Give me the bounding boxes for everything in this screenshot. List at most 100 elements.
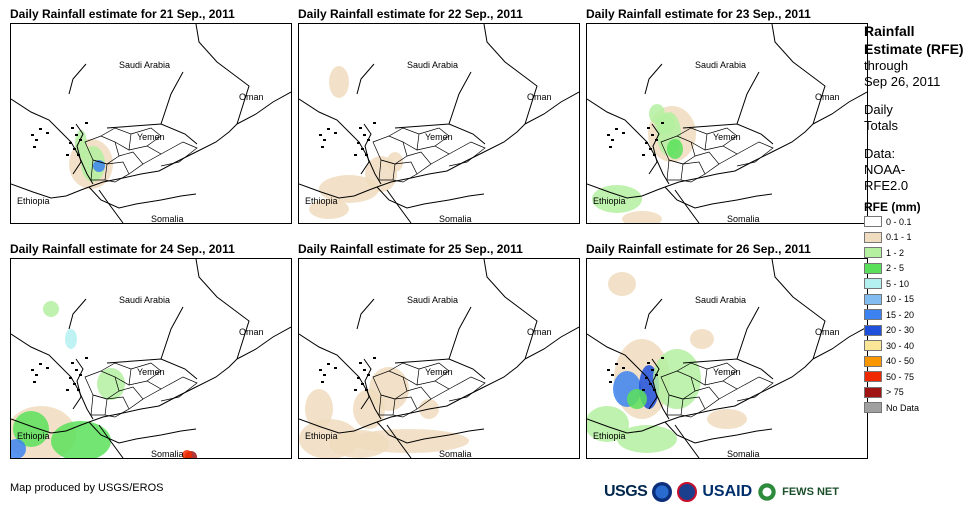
legend-class-row: 5 - 10 bbox=[864, 276, 964, 292]
island bbox=[615, 363, 618, 365]
island bbox=[611, 139, 614, 141]
border-line bbox=[812, 326, 867, 360]
border-line bbox=[682, 358, 774, 380]
island bbox=[79, 139, 82, 141]
border-line bbox=[376, 123, 526, 188]
border-line bbox=[664, 421, 773, 444]
country-label-ethiopia: Ethiopia bbox=[305, 196, 338, 206]
island bbox=[33, 381, 36, 383]
border-line bbox=[356, 298, 375, 330]
district-boundary bbox=[160, 376, 198, 402]
legend-unit: RFE (mm) bbox=[864, 200, 921, 214]
legend-class-label: 5 - 10 bbox=[886, 278, 910, 289]
border-line bbox=[386, 424, 412, 458]
district-boundary bbox=[448, 376, 486, 402]
border-line bbox=[356, 63, 375, 95]
border-line bbox=[674, 424, 700, 458]
border-line bbox=[648, 123, 660, 175]
legend-class-row: 15 - 20 bbox=[864, 307, 964, 323]
border-line bbox=[106, 358, 198, 380]
legend-swatch bbox=[864, 262, 882, 274]
island bbox=[354, 389, 357, 391]
rainfall-area bbox=[649, 104, 665, 124]
panel-title: Daily Rainfall estimate for 26 Sep., 201… bbox=[586, 242, 811, 256]
legend-class-label: 30 - 40 bbox=[886, 340, 915, 351]
island bbox=[71, 362, 74, 364]
legend-class-row: 1 - 2 bbox=[864, 245, 964, 261]
rainfall-area bbox=[182, 450, 192, 458]
country-label-yemen: Yemen bbox=[425, 367, 453, 377]
island bbox=[622, 132, 625, 134]
rainfall-area bbox=[608, 272, 636, 296]
usgs-logo: USGS bbox=[604, 483, 648, 500]
legend-class-label: No Data bbox=[886, 402, 920, 413]
country-label-somalia: Somalia bbox=[727, 449, 760, 458]
island bbox=[649, 383, 652, 385]
island bbox=[69, 142, 72, 144]
island bbox=[359, 127, 362, 129]
legend-class-label: 15 - 20 bbox=[886, 309, 915, 320]
island bbox=[357, 377, 360, 379]
island bbox=[653, 389, 656, 391]
country-label-yemen: Yemen bbox=[713, 132, 741, 142]
border-line bbox=[664, 358, 814, 423]
fews-net-globe-icon bbox=[757, 482, 778, 502]
legend-class-row: 10 - 15 bbox=[864, 292, 964, 308]
island bbox=[365, 389, 368, 391]
border-line bbox=[524, 91, 579, 125]
legend-swatch bbox=[864, 278, 882, 290]
rainfall-area bbox=[707, 409, 747, 429]
border-line bbox=[483, 259, 538, 360]
island bbox=[79, 374, 82, 376]
legend-date: Sep 26, 2011 bbox=[864, 74, 941, 89]
usaid-seal-icon bbox=[677, 482, 698, 502]
island bbox=[661, 122, 664, 124]
district-boundary bbox=[406, 151, 432, 175]
district-boundary bbox=[416, 380, 450, 400]
legend-class-row: 0.1 - 1 bbox=[864, 230, 964, 246]
border-line bbox=[644, 298, 663, 330]
border-line bbox=[587, 333, 670, 420]
country-label-ethiopia: Ethiopia bbox=[593, 431, 626, 441]
island bbox=[46, 132, 49, 134]
country-label-oman: Oman bbox=[815, 327, 840, 337]
border-line bbox=[587, 418, 666, 434]
logo-bar: USGS USAID FEWS NET bbox=[604, 479, 839, 505]
legend-class-row: > 75 bbox=[864, 385, 964, 401]
island bbox=[71, 127, 74, 129]
border-line bbox=[299, 98, 382, 185]
country-label-somalia: Somalia bbox=[727, 214, 760, 223]
country-label-oman: Oman bbox=[239, 92, 264, 102]
country-label-saudi-arabia: Saudi Arabia bbox=[695, 60, 746, 70]
border-line bbox=[771, 259, 826, 360]
district-boundary bbox=[128, 145, 162, 165]
island bbox=[647, 362, 650, 364]
border-line bbox=[195, 259, 250, 360]
rainfall-map: Saudi Arabia Oman Yemen Ethiopia Somalia bbox=[10, 23, 292, 224]
border-line bbox=[11, 333, 94, 420]
country-label-oman: Oman bbox=[527, 92, 552, 102]
border-line bbox=[674, 189, 700, 223]
island bbox=[611, 374, 614, 376]
border-line bbox=[236, 91, 291, 125]
country-label-ethiopia: Ethiopia bbox=[17, 431, 50, 441]
border-line bbox=[195, 24, 250, 125]
rainfall-area bbox=[369, 367, 409, 411]
border-line bbox=[360, 358, 372, 410]
island bbox=[642, 389, 645, 391]
rainfall-area bbox=[349, 429, 469, 453]
border-line bbox=[664, 123, 814, 188]
border-line bbox=[587, 98, 670, 185]
island bbox=[321, 146, 324, 148]
legend-class-label: 2 - 5 bbox=[886, 263, 905, 274]
island bbox=[361, 383, 364, 385]
legend-classes: 0 - 0.1 0.1 - 1 1 - 2 2 - 5 5 - 10 10 - 15 15 … bbox=[864, 214, 964, 416]
district-boundary bbox=[694, 386, 720, 410]
island bbox=[323, 139, 326, 141]
rainfall-area bbox=[627, 389, 647, 409]
district-boundary bbox=[736, 141, 774, 167]
legend-class-row: 30 - 40 bbox=[864, 338, 964, 354]
border-line bbox=[11, 418, 90, 434]
rainfall-area bbox=[387, 152, 403, 172]
border-line bbox=[682, 123, 774, 145]
